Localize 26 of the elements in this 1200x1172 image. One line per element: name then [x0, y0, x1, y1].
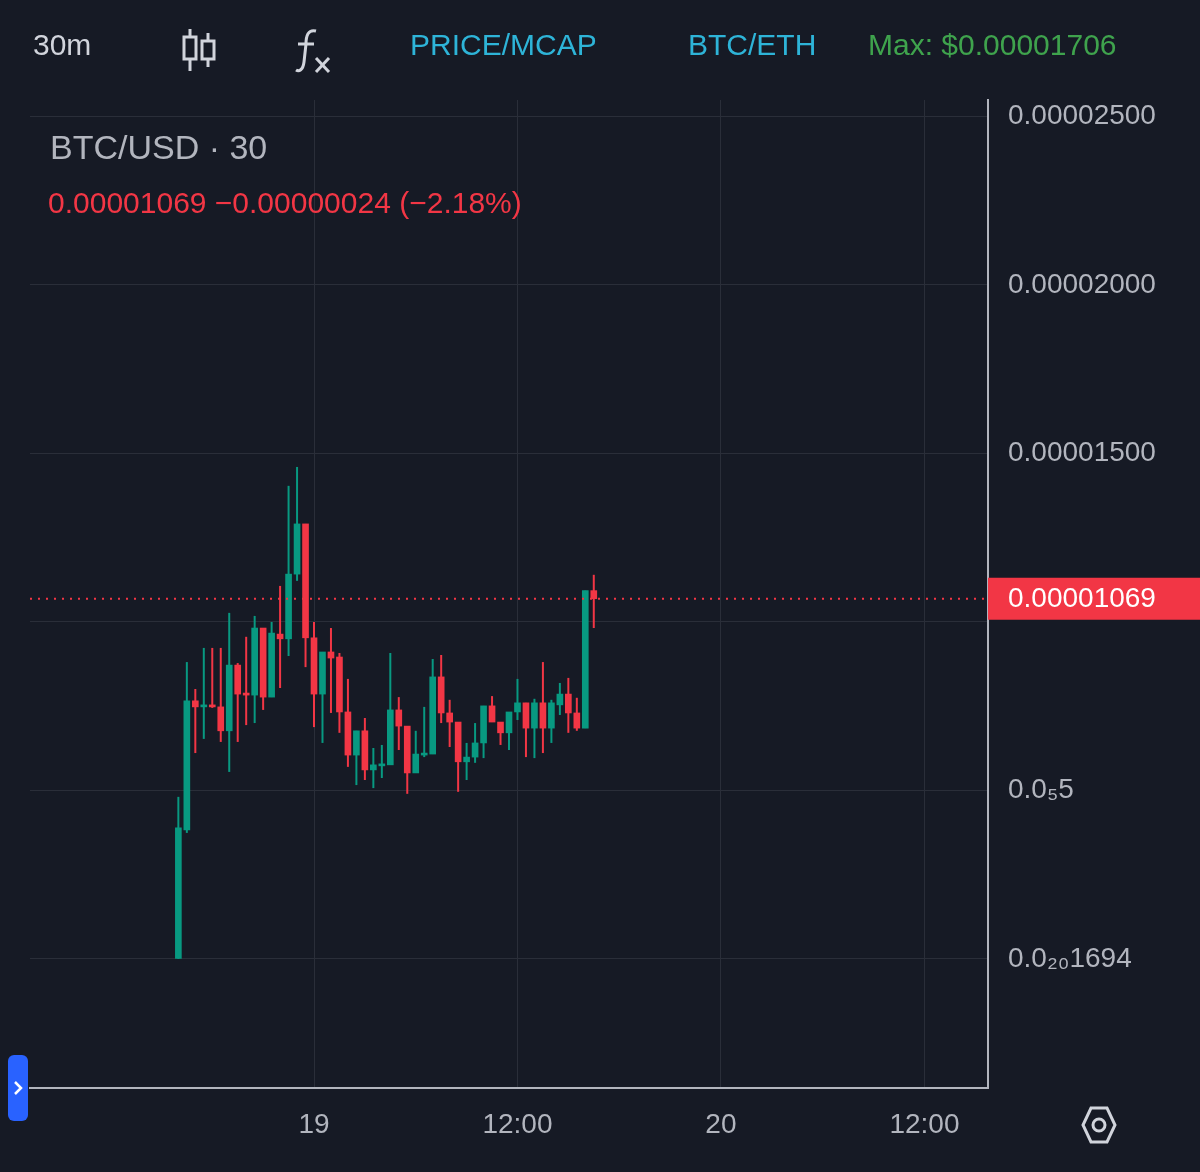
- candlestick: [395, 696, 403, 752]
- candlestick: [565, 676, 572, 734]
- candlestick: [412, 729, 420, 774]
- candlestick: [514, 677, 521, 722]
- y-tick-label: 0.0₅5: [1008, 773, 1074, 805]
- y-tick-label: 0.00002500: [1008, 99, 1156, 131]
- candlestick: [497, 721, 504, 746]
- text: BTC/USD · 30: [50, 128, 268, 167]
- y-tick-label: 0.00001500: [1008, 436, 1156, 468]
- candlestick: [191, 688, 199, 755]
- x-tick-label: 12:00: [482, 1107, 553, 1139]
- text: BTC/ETH: [688, 28, 817, 62]
- candlestick: [446, 698, 453, 748]
- y-tick-label: 0.0₂₀1694: [1008, 941, 1132, 973]
- y-tick-label: 0.00002000: [1008, 267, 1156, 299]
- text: Max: $0.00001706: [868, 28, 1117, 62]
- candlestick: [573, 696, 581, 732]
- x-tick-label: 19: [298, 1107, 330, 1139]
- candlestick: [463, 741, 470, 782]
- text: PRICE/MCAP: [410, 28, 597, 62]
- text: 0.00001069 −0.00000024 (−2.18%): [48, 186, 522, 220]
- ref-line-label: 0.00001069: [1008, 582, 1156, 614]
- text: 30m: [33, 28, 92, 62]
- x-tick-label: 20: [705, 1107, 737, 1139]
- candlestick: [370, 747, 377, 790]
- x-tick-label: 12:00: [889, 1107, 960, 1139]
